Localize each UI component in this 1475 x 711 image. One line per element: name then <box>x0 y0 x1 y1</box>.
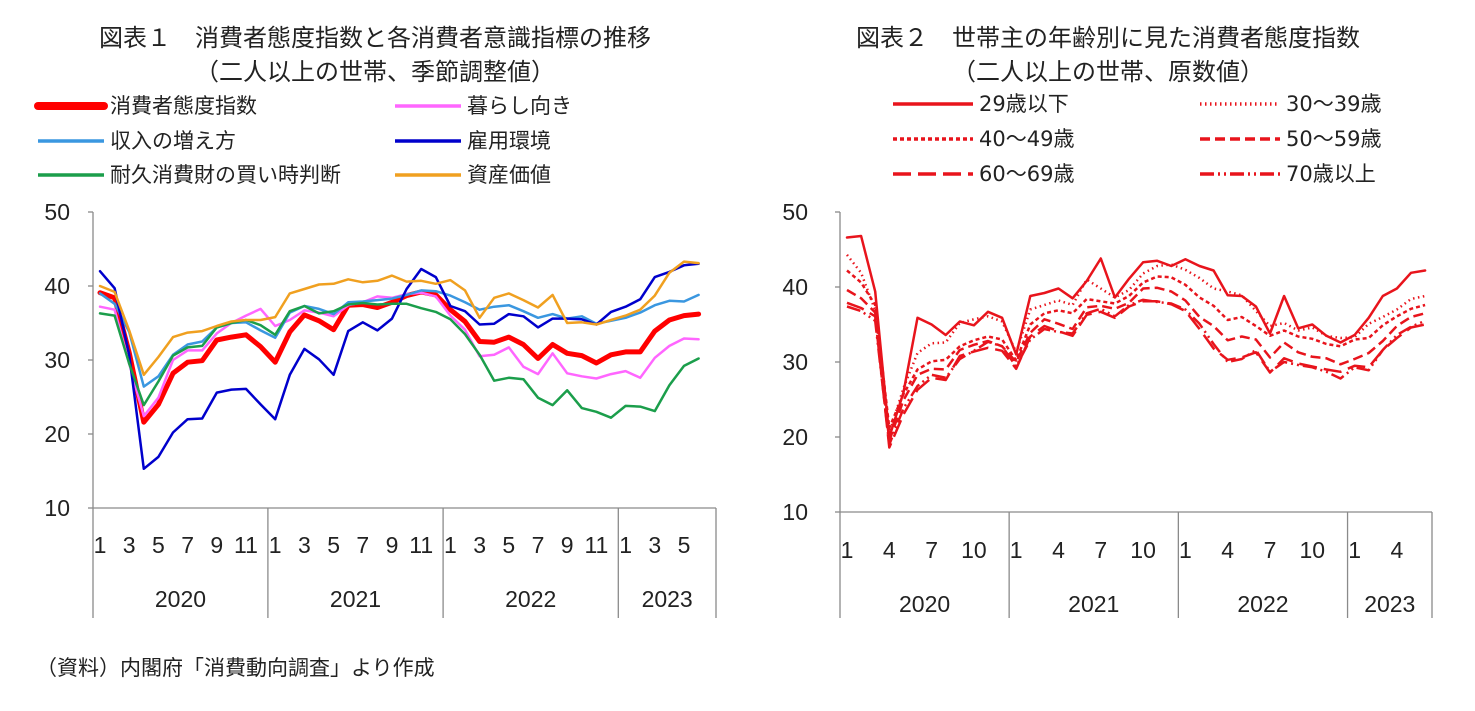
legend-label: 40～49歳 <box>979 127 1074 151</box>
y-tick-label: 30 <box>782 349 808 375</box>
x-tick-label: 7 <box>532 532 545 558</box>
x-tick-label: 7 <box>1264 537 1277 563</box>
x-tick-label: 1 <box>94 532 107 558</box>
series-line-5 <box>98 301 700 419</box>
series-line-4 <box>846 286 1426 443</box>
year-label: 2022 <box>505 586 556 612</box>
legend-label: 消費者態度指数 <box>110 94 257 118</box>
x-tick-label: 7 <box>181 532 194 558</box>
series-line-5 <box>846 300 1426 449</box>
x-tick-label: 4 <box>883 537 896 563</box>
x-tick-label: 4 <box>1052 537 1065 563</box>
year-label: 2023 <box>1364 591 1415 617</box>
x-tick-label: 9 <box>210 532 223 558</box>
y-tick-label: 20 <box>44 421 70 447</box>
legend-label: 29歳以下 <box>979 92 1069 116</box>
x-tick-label: 7 <box>925 537 938 563</box>
x-tick-label: 5 <box>678 532 691 558</box>
legend-label: 50～59歳 <box>1286 127 1381 151</box>
chart1-title: 図表１ 消費者態度指数と各消費者意識指標の推移 <box>99 24 651 52</box>
series-line-1 <box>97 289 702 425</box>
legend-label: 耐久消費財の買い時判断 <box>110 163 341 187</box>
x-tick-label: 9 <box>561 532 574 558</box>
x-tick-label: 10 <box>1300 537 1326 563</box>
x-tick-label: 3 <box>648 532 661 558</box>
x-tick-label: 1 <box>269 532 282 558</box>
x-tick-label: 7 <box>1094 537 1107 563</box>
chart2-title: 図表２ 世帯主の年齢別に見た消費者態度指数 <box>856 24 1360 52</box>
chart1-subtitle: （二人以上の世帯、季節調整値） <box>195 58 555 86</box>
series-line-3 <box>846 269 1426 430</box>
source-note: （資料）内閣府「消費動向調査」より作成 <box>36 656 435 680</box>
series-line-6 <box>846 298 1426 446</box>
x-tick-label: 11 <box>234 532 258 558</box>
legend-label: 30～39歳 <box>1286 92 1381 116</box>
x-tick-label: 3 <box>473 532 486 558</box>
x-tick-label: 11 <box>409 532 433 558</box>
x-tick-label: 4 <box>1391 537 1404 563</box>
x-tick-label: 5 <box>502 532 515 558</box>
y-tick-label: 50 <box>782 199 808 225</box>
chart2-plot: 50 40 30 20 10 1 4 7 10 1 4 7 10 1 4 7 10 1 4 2020 2021 2022 2… <box>782 199 1433 618</box>
y-tick-label: 40 <box>44 273 70 299</box>
x-tick-label: 11 <box>584 532 608 558</box>
y-tick-label: 40 <box>782 274 808 300</box>
series-line-6 <box>98 260 700 377</box>
x-tick-label: 1 <box>1348 537 1361 563</box>
y-tick-label: 10 <box>782 499 808 525</box>
chart2-subtitle: （二人以上の世帯、原数値） <box>952 58 1264 86</box>
x-tick-label: 3 <box>123 532 136 558</box>
year-label: 2022 <box>1237 591 1288 617</box>
series-line-1 <box>845 234 1427 439</box>
x-tick-label: 9 <box>386 532 399 558</box>
x-tick-label: 1 <box>841 537 854 563</box>
x-tick-label: 1 <box>1010 537 1023 563</box>
year-label: 2023 <box>642 586 693 612</box>
y-tick-label: 20 <box>782 424 808 450</box>
legend-label: 雇用環境 <box>467 129 551 153</box>
year-label: 2021 <box>330 586 381 612</box>
y-tick-label: 50 <box>44 199 70 225</box>
x-tick-label: 7 <box>356 532 369 558</box>
series-line-4 <box>98 262 700 471</box>
x-tick-label: 3 <box>298 532 311 558</box>
x-tick-label: 1 <box>1179 537 1192 563</box>
x-tick-label: 10 <box>1130 537 1156 563</box>
chart2-legend: 29歳以下 30～39歳 40～49歳 50～59歳 60～69歳 70歳以上 <box>893 92 1381 186</box>
series-line-2 <box>846 254 1426 435</box>
legend-label: 60～69歳 <box>979 162 1074 186</box>
x-tick-label: 1 <box>444 532 457 558</box>
year-label: 2020 <box>899 591 950 617</box>
x-tick-label: 5 <box>152 532 165 558</box>
y-tick-label: 10 <box>44 495 70 521</box>
year-label: 2021 <box>1068 591 1119 617</box>
legend-label: 収入の増え方 <box>110 129 236 153</box>
x-tick-label: 5 <box>327 532 340 558</box>
legend-label: 70歳以上 <box>1286 162 1376 186</box>
legend-label: 資産価値 <box>467 163 551 187</box>
x-tick-label: 1 <box>619 532 632 558</box>
y-tick-label: 30 <box>44 347 70 373</box>
legend-label: 暮らし向き <box>467 94 572 118</box>
x-tick-label: 10 <box>961 537 987 563</box>
year-label: 2020 <box>155 586 206 612</box>
x-tick-label: 4 <box>1221 537 1234 563</box>
